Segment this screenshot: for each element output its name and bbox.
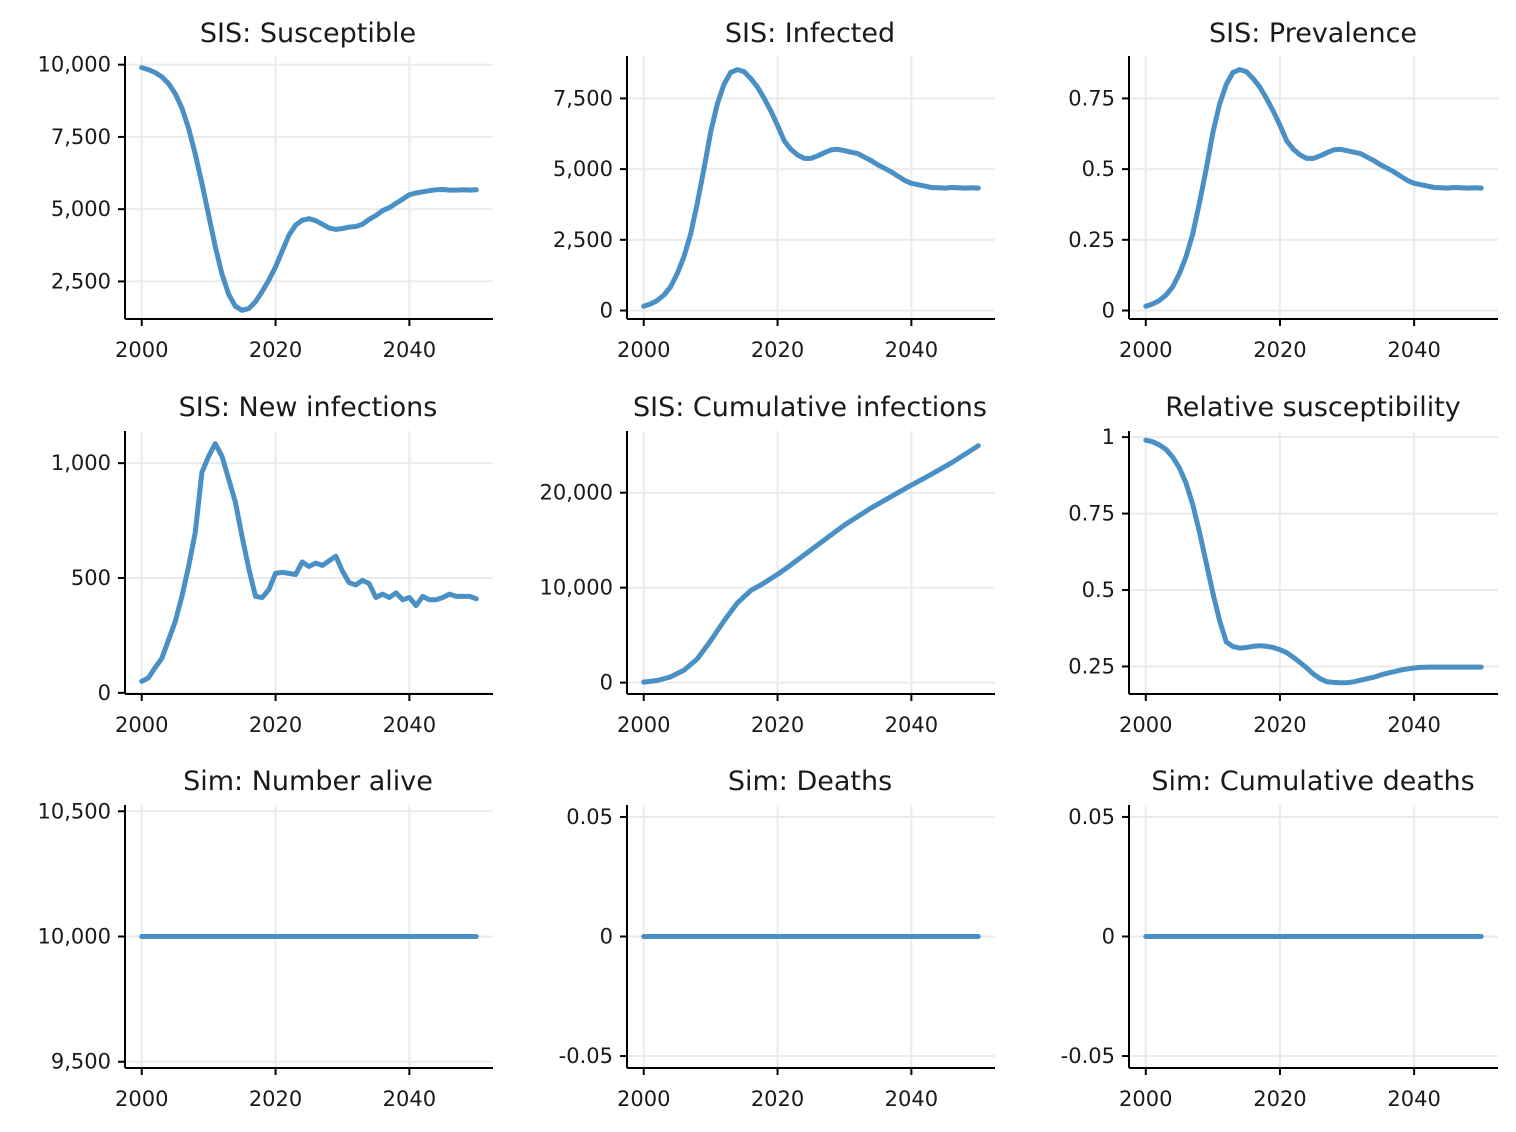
x-tick-label: 2000 — [1119, 338, 1172, 362]
y-tick-label: 10,000 — [540, 576, 613, 600]
x-tick-label: 2040 — [885, 338, 938, 362]
y-tick-label: 1,000 — [51, 451, 111, 475]
x-tick-label: 2000 — [617, 1087, 670, 1111]
x-tick-label: 2040 — [1387, 1087, 1440, 1111]
x-tick-label: 2020 — [249, 1087, 302, 1111]
y-tick-label: 5,000 — [51, 197, 111, 221]
y-tick-label: 0.75 — [1068, 86, 1115, 110]
y-tick-label: 0.05 — [566, 805, 613, 829]
y-tick-label: 1 — [1102, 425, 1115, 449]
y-tick-label: 0 — [600, 925, 613, 949]
y-tick-label: 500 — [71, 566, 111, 590]
panel-sis-infected: SIS: Infected 2000 2020 2040 0 2,500 5,000 7,5… — [553, 18, 995, 362]
x-tick-label: 2000 — [115, 1087, 168, 1111]
y-tick-label: 0.5 — [1082, 578, 1115, 602]
panel-title: SIS: Infected — [725, 18, 895, 49]
x-tick-label: 2020 — [1253, 713, 1306, 737]
panel-title: Sim: Cumulative deaths — [1151, 766, 1474, 797]
panel-sis-susceptible: SIS: Susceptible 2000 2020 2040 2,500 5,000 7… — [38, 18, 493, 362]
y-tick-label: 0.05 — [1068, 805, 1115, 829]
y-tick-label: 0.5 — [1082, 157, 1115, 181]
y-tick-label: 0 — [98, 681, 111, 705]
y-tick-label: 20,000 — [540, 481, 613, 505]
y-tick-label: 0 — [1102, 925, 1115, 949]
y-tick-label: 0.25 — [1068, 654, 1115, 678]
y-tick-label: 10,000 — [38, 925, 111, 949]
panel-sis-prevalence: SIS: Prevalence 2000 2020 2040 0 0.25 0.5 0.75 — [1068, 18, 1498, 362]
x-tick-label: 2040 — [383, 1087, 436, 1111]
x-tick-label: 2040 — [1387, 713, 1440, 737]
y-tick-label: 0 — [600, 671, 613, 695]
panel-sis-cumulative-infections: SIS: Cumulative infections 2000 2020 2040 0… — [540, 392, 995, 737]
x-tick-label: 2000 — [617, 713, 670, 737]
panel-sim-deaths: Sim: Deaths 2000 2020 2040 -0.05 0 0.05 — [559, 766, 995, 1111]
x-tick-label: 2000 — [617, 338, 670, 362]
panel-title: Sim: Deaths — [728, 766, 892, 797]
y-tick-label: 2,500 — [51, 269, 111, 293]
x-tick-label: 2040 — [885, 713, 938, 737]
y-tick-label: -0.05 — [559, 1044, 613, 1068]
series-line — [1143, 67, 1484, 309]
y-tick-label: -0.05 — [1061, 1044, 1115, 1068]
panel-relative-susceptibility: Relative susceptibility 2000 2020 2040 0.25… — [1068, 392, 1498, 737]
x-tick-label: 2020 — [1253, 1087, 1306, 1111]
panel-title: SIS: New infections — [179, 392, 438, 423]
panel-title: SIS: Cumulative infections — [633, 392, 987, 423]
y-tick-label: 10,500 — [38, 799, 111, 823]
y-tick-label: 0.75 — [1068, 502, 1115, 526]
x-tick-label: 2040 — [383, 338, 436, 362]
x-tick-label: 2000 — [1119, 713, 1172, 737]
y-tick-label: 5,000 — [553, 157, 613, 181]
panel-title: Relative susceptibility — [1165, 392, 1461, 423]
y-tick-label: 2,500 — [553, 228, 613, 252]
x-tick-label: 2000 — [115, 713, 168, 737]
y-tick-label: 10,000 — [38, 53, 111, 77]
x-tick-label: 2020 — [751, 713, 804, 737]
y-tick-label: 7,500 — [553, 86, 613, 110]
panel-sis-new-infections: SIS: New infections 2000 2020 2040 0 500 1,00… — [51, 392, 493, 737]
y-tick-label: 0 — [600, 299, 613, 323]
series-line — [1143, 437, 1484, 686]
panel-title: Sim: Number alive — [183, 766, 433, 797]
x-tick-label: 2020 — [249, 713, 302, 737]
x-tick-label: 2000 — [115, 338, 168, 362]
x-tick-label: 2040 — [1387, 338, 1440, 362]
x-tick-label: 2020 — [1253, 338, 1306, 362]
x-tick-label: 2040 — [885, 1087, 938, 1111]
series-line — [139, 65, 479, 313]
x-tick-label: 2000 — [1119, 1087, 1172, 1111]
x-tick-label: 2020 — [751, 338, 804, 362]
series-line — [139, 441, 479, 684]
y-tick-label: 0.25 — [1068, 228, 1115, 252]
y-tick-label: 9,500 — [51, 1050, 111, 1074]
x-tick-label: 2040 — [383, 713, 436, 737]
y-tick-label: 7,500 — [51, 125, 111, 149]
panel-title: SIS: Susceptible — [200, 18, 416, 49]
y-tick-label: 0 — [1102, 299, 1115, 323]
panel-sim-number-alive: Sim: Number alive 2000 2020 2040 9,500 10,00… — [38, 766, 493, 1111]
x-tick-label: 2020 — [249, 338, 302, 362]
x-tick-label: 2020 — [751, 1087, 804, 1111]
panel-title: SIS: Prevalence — [1209, 18, 1417, 49]
series-line — [641, 67, 981, 309]
series-line — [641, 443, 981, 685]
panel-sim-cumulative-deaths: Sim: Cumulative deaths 2000 2020 2040 -0.05… — [1061, 766, 1498, 1111]
